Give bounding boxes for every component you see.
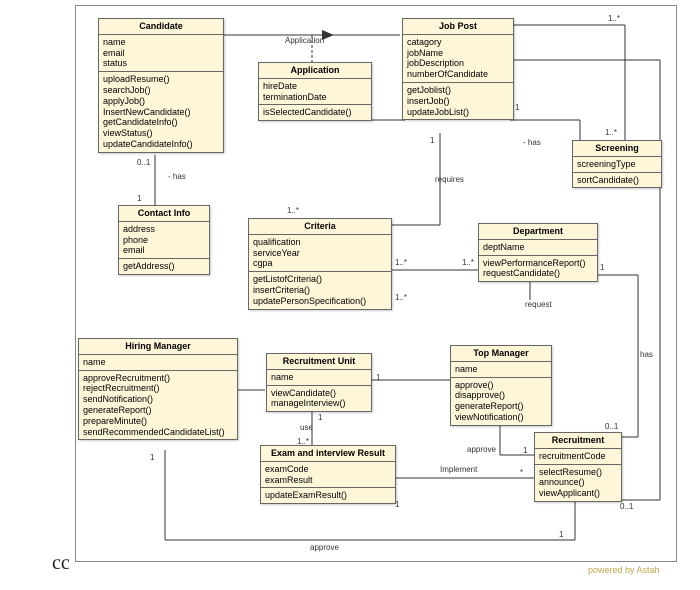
mult: 1	[515, 103, 519, 112]
label-use: use	[300, 423, 313, 432]
label-request: request	[525, 300, 552, 309]
class-department: Department deptName viewPerformanceRepor…	[478, 223, 598, 282]
mult: 0..1	[620, 502, 633, 511]
mult: 0..1	[137, 158, 150, 167]
class-title: Top Manager	[451, 346, 551, 362]
attrs: hireDate terminationDate	[259, 79, 371, 106]
class-hiringmanager: Hiring Manager name approveRecruitment()…	[78, 338, 238, 440]
attrs: examCode examResult	[261, 462, 395, 489]
class-title: Application	[259, 63, 371, 79]
mult: 1..*	[462, 258, 474, 267]
label-approve2: approve	[467, 445, 496, 454]
mult: 1	[376, 373, 380, 382]
label-requires: requires	[435, 175, 464, 184]
class-title: Candidate	[99, 19, 223, 35]
ops: approveRecruitment() rejectRecruitment()…	[79, 371, 237, 440]
class-contactinfo: Contact Info address phone email getAddr…	[118, 205, 210, 275]
class-title: Recruitment Unit	[267, 354, 371, 370]
class-examresult: Exam and interview Result examCode examR…	[260, 445, 396, 504]
attrs: address phone email	[119, 222, 209, 259]
mult: 1	[430, 136, 434, 145]
ops: uploadResume() searchJob() applyJob() In…	[99, 72, 223, 152]
ops: getListofCriteria() insertCriteria() upd…	[249, 272, 391, 308]
attrs: catagory jobName jobDescription numberOf…	[403, 35, 513, 83]
mult: 1..*	[297, 437, 309, 446]
class-recruitment: Recruitment recruitmentCode selectResume…	[534, 432, 622, 502]
mult: 1..*	[287, 206, 299, 215]
ops: viewCandidate() manageInterview()	[267, 386, 371, 412]
mult: 1..*	[608, 14, 620, 23]
mult: 1	[318, 413, 322, 422]
powered-by: powered by Astah	[588, 565, 660, 575]
label-has: - has	[168, 172, 186, 181]
label-has2: - has	[523, 138, 541, 147]
class-title: Contact Info	[119, 206, 209, 222]
label-has3: has	[640, 350, 653, 359]
class-title: Recruitment	[535, 433, 621, 449]
attrs: name	[451, 362, 551, 378]
ops: getJoblist() insertJob() updateJobList()	[403, 83, 513, 119]
ops: approve() disapprove() generateReport() …	[451, 378, 551, 425]
mult: 1	[395, 500, 399, 509]
class-jobpost: Job Post catagory jobName jobDescription…	[402, 18, 514, 120]
mult: 1..*	[395, 293, 407, 302]
attrs: name	[79, 355, 237, 371]
ops: viewPerformanceReport() requestCandidate…	[479, 256, 597, 282]
attrs: screeningType	[573, 157, 661, 173]
class-application: Application hireDate terminationDate isS…	[258, 62, 372, 121]
class-criteria: Criteria qualification serviceYear cgpa …	[248, 218, 392, 310]
mult: 0..1	[605, 422, 618, 431]
class-candidate: Candidate name email status uploadResume…	[98, 18, 224, 153]
label-application: Application	[285, 36, 324, 45]
class-title: Screening	[573, 141, 661, 157]
class-title: Exam and interview Result	[261, 446, 395, 462]
mult: 1..*	[605, 128, 617, 137]
attrs: qualification serviceYear cgpa	[249, 235, 391, 272]
class-title: Hiring Manager	[79, 339, 237, 355]
ops: isSelectedCandidate()	[259, 105, 371, 120]
mult: 1	[137, 194, 141, 203]
ops: sortCandidate()	[573, 173, 661, 188]
attrs: name email status	[99, 35, 223, 72]
attrs: name	[267, 370, 371, 386]
mult: 1	[559, 530, 563, 539]
cc-text: cc	[52, 552, 70, 575]
ops: selectResume() announce() viewApplicant(…	[535, 465, 621, 501]
label-implement: Implement	[440, 465, 477, 474]
mult: 1..*	[395, 258, 407, 267]
attrs: deptName	[479, 240, 597, 256]
mult: 1	[600, 263, 604, 272]
mult: 1	[150, 453, 154, 462]
class-title: Job Post	[403, 19, 513, 35]
class-title: Department	[479, 224, 597, 240]
mult: *	[520, 468, 523, 477]
class-screening: Screening screeningType sortCandidate()	[572, 140, 662, 188]
mult: 1	[523, 446, 527, 455]
ops: updateExamResult()	[261, 488, 395, 503]
class-topmanager: Top Manager name approve() disapprove() …	[450, 345, 552, 426]
label-approve: approve	[310, 543, 339, 552]
attrs: recruitmentCode	[535, 449, 621, 465]
class-recruitmentunit: Recruitment Unit name viewCandidate() ma…	[266, 353, 372, 412]
class-title: Criteria	[249, 219, 391, 235]
ops: getAddress()	[119, 259, 209, 274]
